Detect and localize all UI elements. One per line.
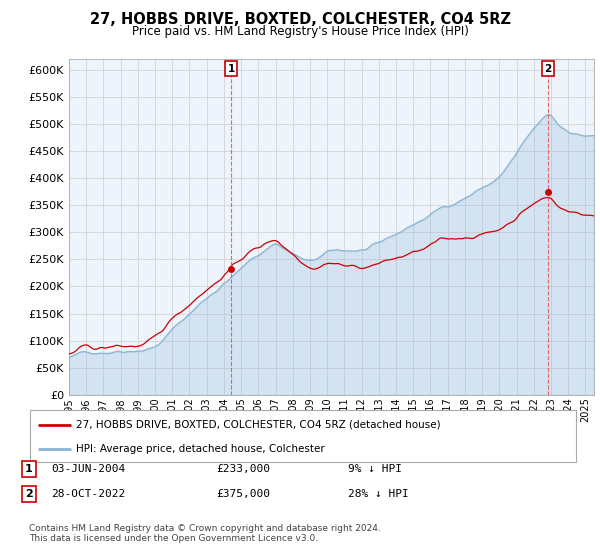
Text: 27, HOBBS DRIVE, BOXTED, COLCHESTER, CO4 5RZ (detached house): 27, HOBBS DRIVE, BOXTED, COLCHESTER, CO4… (76, 420, 441, 430)
Text: £375,000: £375,000 (216, 489, 270, 499)
Text: 27, HOBBS DRIVE, BOXTED, COLCHESTER, CO4 5RZ: 27, HOBBS DRIVE, BOXTED, COLCHESTER, CO4… (89, 12, 511, 27)
Text: HPI: Average price, detached house, Colchester: HPI: Average price, detached house, Colc… (76, 444, 325, 454)
Text: 03-JUN-2004: 03-JUN-2004 (51, 464, 125, 474)
Text: 2: 2 (25, 489, 32, 499)
Text: 1: 1 (25, 464, 32, 474)
Text: Contains HM Land Registry data © Crown copyright and database right 2024.
This d: Contains HM Land Registry data © Crown c… (29, 524, 380, 543)
Text: 1: 1 (227, 64, 235, 74)
FancyBboxPatch shape (30, 410, 576, 462)
Text: £233,000: £233,000 (216, 464, 270, 474)
Text: Price paid vs. HM Land Registry's House Price Index (HPI): Price paid vs. HM Land Registry's House … (131, 25, 469, 38)
Text: 28-OCT-2022: 28-OCT-2022 (51, 489, 125, 499)
Text: 9% ↓ HPI: 9% ↓ HPI (348, 464, 402, 474)
Text: 28% ↓ HPI: 28% ↓ HPI (348, 489, 409, 499)
Text: 2: 2 (544, 64, 551, 74)
